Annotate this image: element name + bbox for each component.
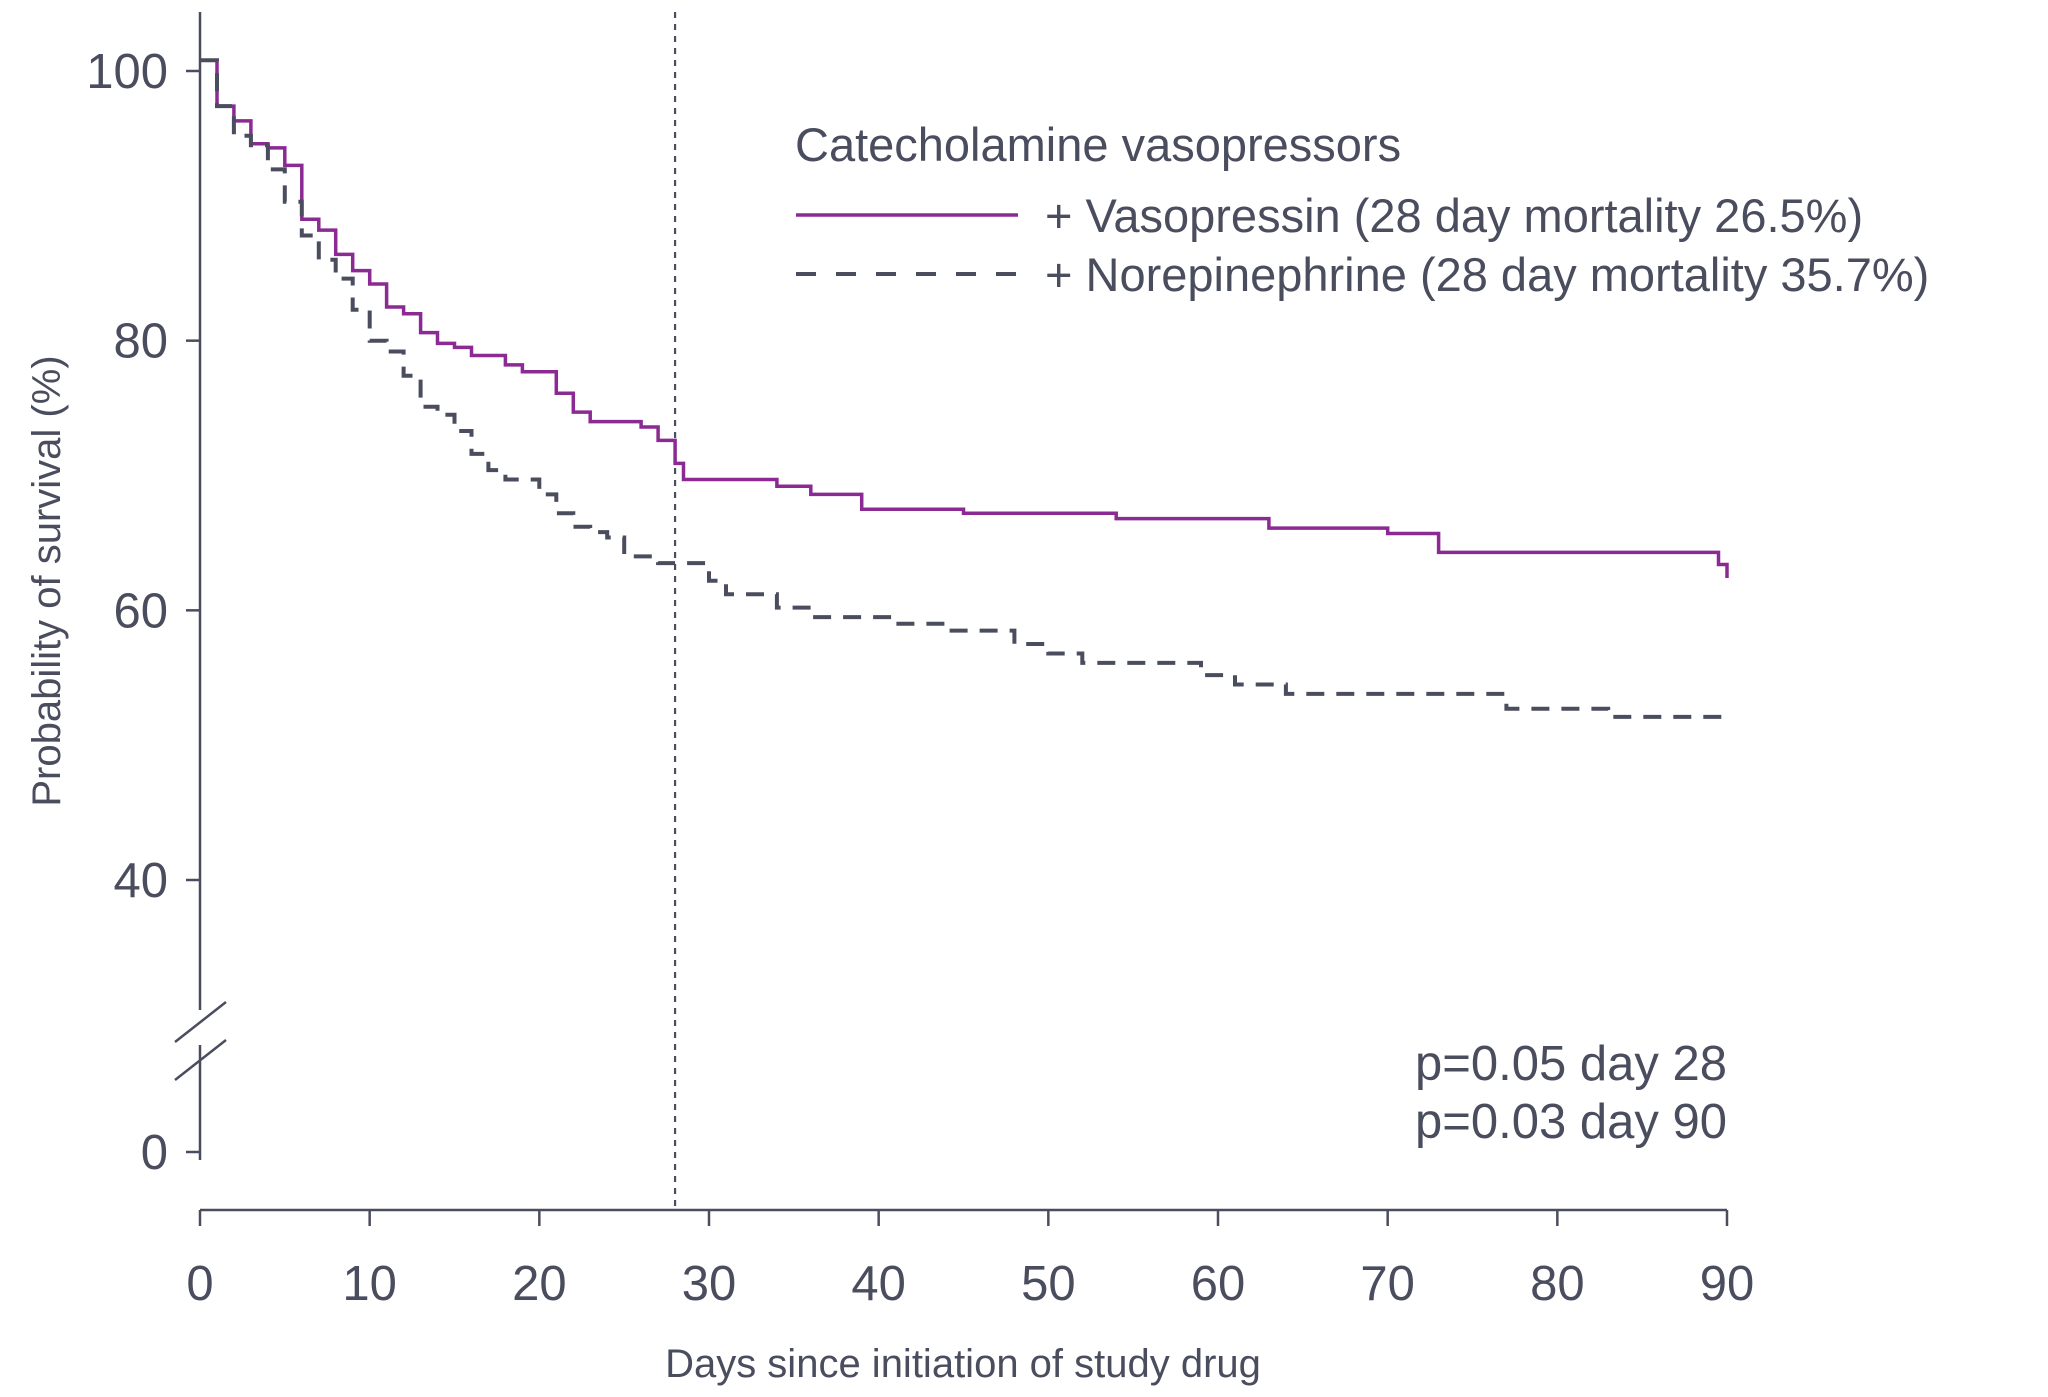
y-axis-title: Probability of survival (%) [25, 355, 69, 806]
p-value-day-28: p=0.05 day 28 [1415, 1037, 1727, 1091]
x-tick-label: 90 [1700, 1257, 1755, 1311]
y-tick-label: 60 [113, 584, 168, 638]
legend-title: Catecholamine vasopressors [795, 118, 1401, 171]
y-tick-label: 40 [113, 854, 168, 908]
legend: Catecholamine vasopressors + Vasopressin… [795, 118, 1929, 301]
x-tick-label: 70 [1360, 1257, 1415, 1311]
x-tick-label: 30 [682, 1257, 737, 1311]
p-value-day-90: p=0.03 day 90 [1415, 1095, 1727, 1149]
x-tick-label: 50 [1021, 1257, 1076, 1311]
legend-label-vasopressin: + Vasopressin (28 day mortality 26.5%) [1045, 189, 1863, 242]
x-axis-title: Days since initiation of study drug [665, 1342, 1261, 1386]
series-layer [200, 58, 1729, 719]
p-value-annotations: p=0.05 day 28 p=0.03 day 90 [1415, 1037, 1727, 1149]
axis-break-mark [174, 1001, 227, 1043]
x-tick-label: 80 [1530, 1257, 1585, 1311]
x-tick-label: 60 [1191, 1257, 1246, 1311]
y-tick-label: 100 [86, 45, 168, 99]
axis-break-mark [174, 1039, 227, 1081]
series-norepinephrine-line [200, 58, 1727, 719]
axes [174, 12, 1727, 1212]
tick-labels: 0 40 60 80 100 0 10 20 30 40 50 60 70 80 90 [86, 45, 1754, 1311]
x-tick-label: 10 [342, 1257, 397, 1311]
x-tick-label: 40 [851, 1257, 906, 1311]
legend-label-norepinephrine: + Norepinephrine (28 day mortality 35.7%… [1045, 248, 1929, 301]
x-tick-label: 0 [186, 1257, 213, 1311]
x-tick-label: 20 [512, 1257, 567, 1311]
y-tick-label: 80 [113, 315, 168, 369]
y-tick-label: 0 [141, 1126, 168, 1180]
